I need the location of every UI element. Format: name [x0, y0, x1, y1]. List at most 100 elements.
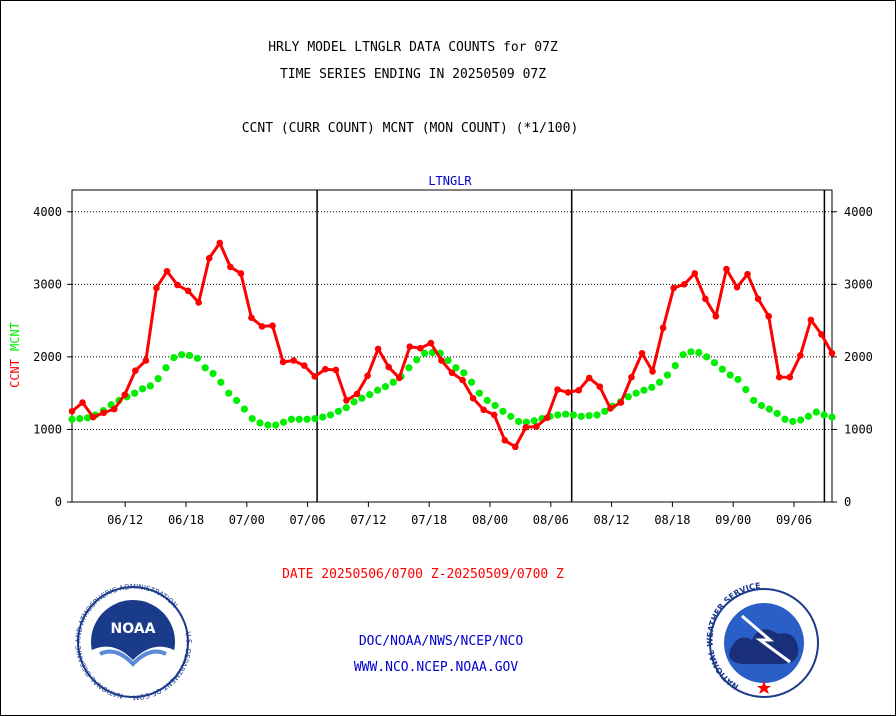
series-mcnt-point — [342, 404, 350, 412]
series-ccnt-point — [311, 373, 319, 380]
y-tick-label-left: 0 — [55, 495, 62, 509]
series-mcnt-point — [773, 409, 781, 418]
x-tick-label: 06/18 — [168, 513, 204, 527]
series-ccnt-point — [744, 270, 751, 278]
series-ccnt-point — [638, 349, 646, 357]
series-mcnt-point — [601, 407, 609, 415]
series-mcnt-point — [577, 412, 585, 420]
series-mcnt-point — [358, 394, 366, 402]
x-tick-label: 07/06 — [290, 513, 326, 527]
series-ccnt-point — [395, 374, 403, 382]
series-ccnt-point — [195, 299, 202, 306]
series-ccnt-point — [290, 357, 297, 364]
x-tick-label: 08/06 — [533, 513, 569, 527]
x-tick-label: 06/12 — [107, 513, 143, 527]
org-path-text: DOC/NOAA/NWS/NCEP/NCO — [359, 634, 524, 649]
series-ccnt-point — [807, 316, 815, 324]
series-ccnt-point — [438, 357, 445, 364]
x-tick-label: 09/00 — [715, 513, 751, 527]
series-ccnt-point — [459, 376, 466, 384]
series-ccnt-point — [775, 373, 783, 381]
series-mcnt-point — [507, 412, 515, 420]
series-ccnt-point — [300, 362, 308, 369]
series-ccnt-point — [79, 399, 86, 406]
series-mcnt-point — [279, 418, 288, 426]
series-ccnt-point — [585, 374, 593, 382]
series-mcnt-point — [467, 378, 476, 386]
series-mcnt-point — [679, 351, 687, 359]
series-mcnt-point — [742, 385, 750, 394]
series-ccnt-point — [617, 399, 625, 406]
series-layer — [68, 239, 836, 451]
x-tick-label: 09/06 — [776, 513, 812, 527]
series-ccnt-point — [522, 423, 530, 431]
website-link[interactable]: WWW.NCO.NCEP.NOAA.GOV — [354, 660, 519, 675]
header-line-2: TIME SERIES ENDING IN 20250509 07Z — [280, 67, 546, 82]
series-mcnt-point — [319, 413, 327, 421]
series-mcnt-point — [695, 348, 703, 357]
series-mcnt-point — [656, 378, 664, 386]
series-mcnt-point — [303, 415, 311, 423]
series-mcnt-point — [420, 349, 429, 357]
series-ccnt-point — [554, 386, 561, 393]
series-mcnt-point — [193, 354, 201, 362]
series-mcnt-point — [389, 378, 397, 386]
series-ccnt-point — [712, 312, 720, 320]
series-ccnt-point — [448, 369, 456, 377]
series-mcnt-point — [185, 351, 194, 360]
series-mcnt-point — [146, 382, 154, 390]
series-mcnt-point — [444, 356, 452, 365]
series-mcnt-point — [483, 396, 491, 405]
series-mcnt-point — [491, 401, 499, 410]
x-tick-label: 07/12 — [350, 513, 386, 527]
series-ccnt-point — [754, 295, 762, 303]
series-ccnt-point — [153, 284, 160, 292]
series-ccnt-point — [89, 413, 97, 421]
series-mcnt-point — [366, 391, 374, 399]
nws-logo: NATIONAL WEATHER SERVICE — [705, 581, 819, 698]
series-mcnt-point — [757, 401, 766, 410]
series-mcnt-point — [295, 415, 303, 423]
series-ccnt-point — [322, 365, 329, 373]
star-icon — [757, 681, 771, 694]
series-ccnt-point — [258, 323, 266, 330]
series-mcnt-point — [632, 389, 640, 397]
series-ccnt-point — [110, 405, 118, 413]
y-tick-label-left: 3000 — [33, 277, 62, 291]
series-mcnt-point — [593, 411, 601, 419]
y-tick-label-left: 2000 — [33, 350, 62, 364]
x-tick-label: 07/00 — [229, 513, 265, 527]
x-tick-label: 08/00 — [472, 513, 508, 527]
noaa-logo-text: NOAA — [111, 621, 156, 637]
x-tick-label: 07/18 — [411, 513, 447, 527]
series-mcnt-point — [671, 361, 679, 370]
series-mcnt-point — [522, 418, 531, 426]
series-ccnt-point — [575, 386, 582, 394]
series-mcnt-point — [789, 417, 797, 426]
x-tick-label: 08/12 — [594, 513, 630, 527]
series-ccnt-point — [163, 267, 171, 275]
series-mcnt-point — [326, 411, 335, 419]
y-tick-label-left: 1000 — [33, 422, 62, 436]
series-mcnt-point — [413, 356, 421, 364]
date-range-label: DATE 20250506/0700 Z-20250509/0700 Z — [282, 567, 564, 582]
series-mcnt-point — [248, 414, 256, 423]
series-mcnt-point — [765, 405, 773, 413]
series-mcnt-point — [272, 421, 280, 429]
series-ccnt-point — [427, 339, 435, 347]
y-tick-label-right: 3000 — [844, 277, 873, 291]
series-ccnt-point — [248, 314, 255, 322]
axis-layer: 0 0 1000 1000 2000 2000 3000 3000 4000 4000 06/12 0… — [33, 189, 873, 527]
series-mcnt-point — [264, 421, 272, 429]
series-mcnt-point — [710, 359, 719, 367]
series-mcnt-point — [162, 364, 170, 372]
series-ccnt-point — [216, 239, 224, 247]
series-ccnt-point — [68, 408, 76, 415]
chart-title: LTNGLR — [428, 174, 472, 188]
series-mcnt-point — [84, 414, 92, 422]
series-ccnt-point — [628, 373, 635, 381]
series-ccnt-point — [269, 322, 276, 329]
series-mcnt-point — [530, 417, 538, 425]
series-ccnt-point — [364, 372, 371, 380]
series-mcnt-point — [209, 369, 217, 378]
